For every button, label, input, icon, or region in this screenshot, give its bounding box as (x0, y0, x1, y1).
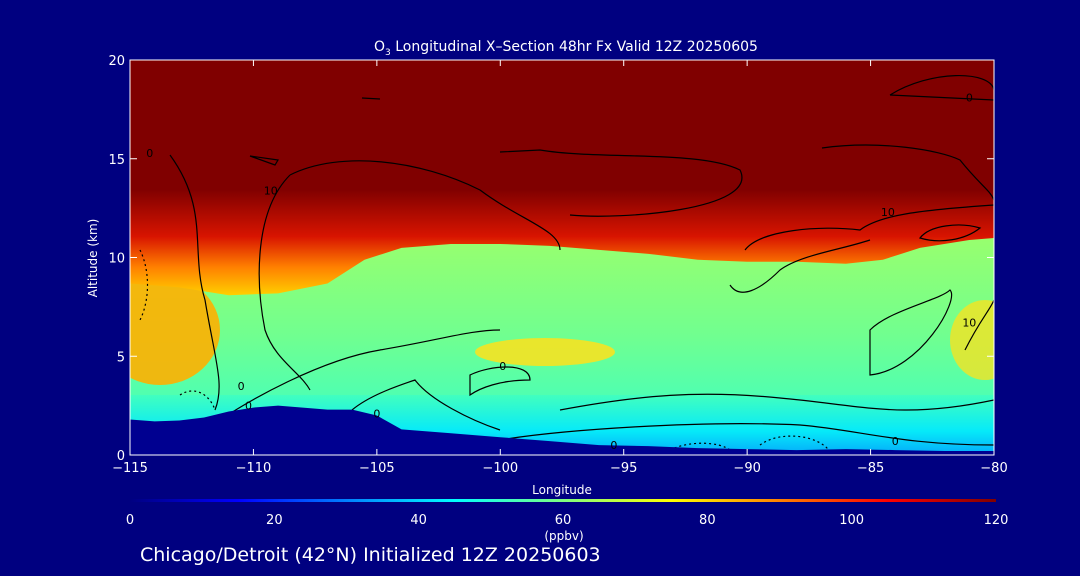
contour-line-dashed (139, 249, 149, 321)
chart-title: O3 Longitudinal X–Section 48hr Fx Valid … (374, 39, 758, 58)
x-tick-label: −90 (733, 461, 760, 476)
contour-label: 10 (881, 206, 895, 219)
contour-line (289, 160, 561, 251)
contour-line (729, 239, 871, 293)
x-tick-label: −100 (482, 461, 518, 476)
contour-label: 10 (264, 184, 278, 197)
colorbar-tick-label: 60 (555, 513, 572, 528)
contour-line (499, 423, 994, 446)
ozone-maximum-blob-east (950, 300, 994, 380)
colorbar-tick-label: 20 (266, 513, 283, 528)
colorbar-tick-label: 100 (839, 513, 864, 528)
footer-caption: Chicago/Detroit (42°N) Initialized 12Z 2… (140, 544, 601, 566)
contour-label: 0 (892, 435, 899, 448)
contour-line (889, 75, 994, 101)
contour-line (559, 393, 994, 411)
contour-line (499, 149, 743, 217)
contour-label: 0 (610, 439, 617, 452)
contour-line (351, 379, 501, 431)
contour-label: 0 (245, 400, 252, 413)
colorbar-tick-label: 80 (699, 513, 716, 528)
y-tick-label: 0 (117, 449, 125, 464)
stratosphere-field (130, 60, 994, 296)
contour-label: 10 (962, 317, 976, 330)
y-tick-label: 10 (108, 252, 125, 267)
y-tick-label: 15 (108, 153, 125, 168)
contour-line (469, 366, 531, 397)
x-tick-label: −85 (857, 461, 884, 476)
contour-lines (139, 75, 994, 453)
contour-line (219, 329, 501, 421)
x-axis-label: Longitude (532, 483, 592, 497)
contour-label: 0 (238, 380, 245, 393)
x-tick-label: −80 (980, 461, 1007, 476)
contour-line (169, 154, 220, 411)
ozone-maximum-blob-west (130, 275, 220, 385)
contour-label: 0 (966, 91, 973, 104)
terrain-mask (130, 405, 994, 455)
colorbar-ticks: 0 20 40 60 80 100 120 (126, 513, 1009, 528)
contour-line (821, 144, 994, 201)
x-tick-label: −105 (359, 461, 395, 476)
y-axis: 0 5 10 15 20 (108, 54, 994, 464)
x-tick-label: −110 (236, 461, 272, 476)
contour-line-dashed (759, 435, 831, 453)
contour-line (361, 97, 381, 100)
contour-label: 0 (146, 147, 153, 160)
contour-line (744, 204, 994, 251)
x-axis: −115 −110 −105 −100 −95 −90 −85 −80 (112, 60, 1008, 476)
y-tick-label: 20 (108, 54, 125, 69)
y-tick-label: 5 (117, 350, 125, 365)
contour-line (918, 224, 982, 242)
colorbar (130, 499, 996, 502)
ozone-maximum-blob (475, 338, 615, 366)
contour-line (258, 174, 311, 391)
contour-label: 0 (499, 360, 506, 373)
colorbar-unit: (ppbv) (544, 529, 583, 543)
colorbar-tick-label: 120 (984, 513, 1009, 528)
contour-line-dashed (179, 390, 216, 411)
x-tick-label: −115 (112, 461, 148, 476)
y-axis-label: Altitude (km) (86, 219, 100, 298)
contour-line (964, 299, 994, 351)
contour-line (249, 155, 279, 166)
contour-label: 0 (373, 407, 380, 420)
colorbar-tick-label: 40 (410, 513, 427, 528)
colorbar-tick-label: 0 (126, 513, 134, 528)
x-tick-label: −95 (610, 461, 637, 476)
contour-line (869, 289, 953, 376)
